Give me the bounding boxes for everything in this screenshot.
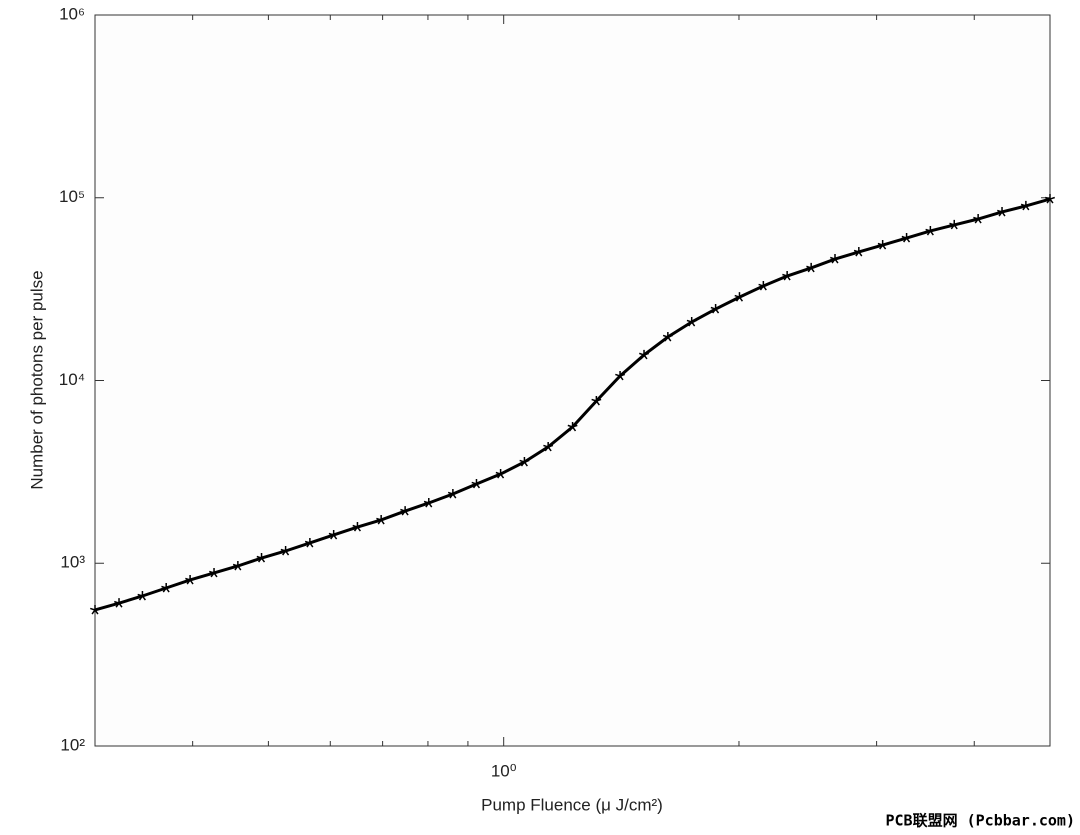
marker bbox=[400, 506, 411, 516]
marker bbox=[615, 370, 626, 381]
marker bbox=[256, 553, 267, 563]
marker bbox=[232, 560, 243, 571]
marker bbox=[280, 545, 291, 556]
marker bbox=[830, 254, 840, 264]
marker bbox=[997, 206, 1008, 217]
marker bbox=[1020, 200, 1031, 211]
marker bbox=[304, 537, 315, 548]
marker bbox=[471, 478, 482, 489]
y-tick-label: 10⁴ bbox=[59, 370, 85, 389]
marker bbox=[925, 225, 936, 236]
marker bbox=[114, 598, 125, 608]
marker bbox=[567, 421, 578, 432]
marker bbox=[758, 280, 769, 291]
marker bbox=[949, 219, 960, 230]
y-tick-label: 10⁵ bbox=[59, 187, 85, 206]
marker bbox=[973, 214, 984, 224]
marker bbox=[495, 469, 506, 479]
marker bbox=[806, 262, 817, 273]
marker bbox=[543, 441, 554, 452]
marker bbox=[423, 497, 434, 508]
marker bbox=[591, 395, 602, 406]
marker bbox=[209, 567, 220, 578]
marker bbox=[1045, 194, 1055, 204]
marker bbox=[710, 304, 721, 314]
watermark: PCB联盟网 (Pcbbar.com) bbox=[886, 812, 1076, 830]
marker bbox=[376, 514, 387, 525]
y-tick-label: 10³ bbox=[60, 553, 85, 572]
marker bbox=[662, 331, 673, 342]
marker bbox=[90, 604, 100, 615]
marker bbox=[686, 316, 697, 327]
marker bbox=[734, 292, 745, 302]
marker bbox=[519, 457, 530, 467]
marker bbox=[901, 233, 912, 243]
x-axis-label: Pump Fluence (μ J/cm²) bbox=[481, 795, 663, 814]
y-tick-label: 10⁶ bbox=[59, 4, 85, 23]
marker bbox=[877, 240, 888, 250]
marker bbox=[185, 574, 196, 585]
y-axis-label: Number of photons per pulse bbox=[27, 270, 46, 489]
marker bbox=[328, 529, 339, 540]
x-tick-label: 10⁰ bbox=[491, 761, 517, 780]
marker bbox=[782, 271, 793, 281]
y-tick-label: 10² bbox=[60, 735, 85, 754]
marker bbox=[853, 246, 864, 257]
plot-area bbox=[94, 14, 1051, 747]
marker bbox=[447, 488, 458, 499]
marker bbox=[639, 349, 650, 360]
marker bbox=[352, 522, 363, 532]
marker bbox=[161, 583, 172, 593]
marker bbox=[137, 590, 148, 601]
